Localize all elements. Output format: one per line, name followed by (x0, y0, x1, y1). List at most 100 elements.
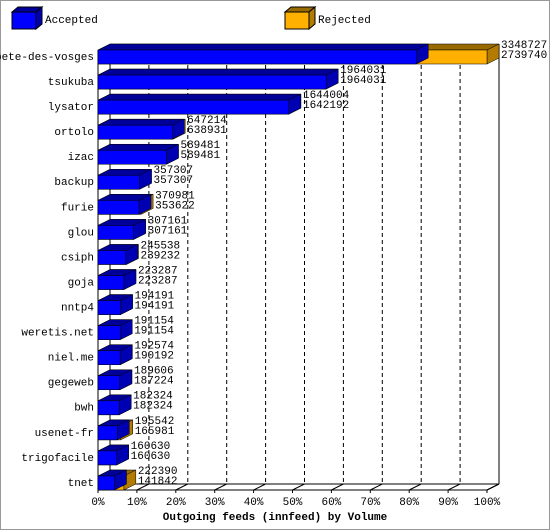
legend-swatch (283, 5, 317, 31)
bar (97, 319, 133, 341)
value-label: 589481 (180, 140, 220, 152)
grid-line (214, 483, 227, 491)
bar (97, 294, 133, 315)
value-label: 638931 (187, 125, 227, 137)
value-label: 3348727 (501, 40, 547, 52)
value-label: 589481 (180, 150, 220, 162)
bar-front (97, 425, 118, 441)
x-tick-label: 100% (474, 497, 501, 509)
x-tick-label: 20% (166, 497, 186, 509)
value-label: 194191 (135, 290, 175, 302)
x-tick-label: 60% (321, 497, 341, 509)
bar (97, 244, 139, 265)
value-label: 190192 (134, 351, 174, 363)
value-label: 1644004 (303, 90, 350, 102)
value-label: 187224 (134, 376, 174, 388)
bar-top (97, 93, 301, 101)
value-label: 191154 (134, 326, 174, 338)
bar (97, 394, 132, 416)
value-label: 189606 (134, 366, 174, 378)
y-tick-label: bwh (74, 403, 94, 415)
grid-line (253, 483, 266, 491)
bar (97, 419, 130, 441)
bar (97, 469, 127, 491)
value-label: 222390 (138, 466, 178, 478)
y-tick-label: furie (61, 202, 94, 214)
y-tick-label: lysator (48, 102, 94, 114)
value-label: 1964031 (340, 75, 387, 87)
value-label: 191154 (134, 316, 174, 328)
y-tick-label: goja (68, 277, 95, 289)
y-tick-label: bete-des-vosges (0, 52, 94, 64)
x-tick-label: 10% (127, 497, 147, 509)
value-label: 1642192 (303, 100, 349, 112)
swatch-front (11, 11, 37, 30)
value-label: 353622 (155, 200, 195, 212)
bar-front (97, 99, 290, 115)
bar-front (97, 200, 140, 215)
bar-front (97, 300, 121, 315)
bar-front (97, 275, 125, 290)
x-tick-label: 70% (360, 497, 380, 509)
grid-line (331, 483, 344, 491)
bar (97, 68, 339, 90)
bar-front (97, 475, 115, 491)
x-tick-label: 80% (399, 497, 419, 509)
bar (97, 118, 185, 140)
x-tick-label: 30% (205, 497, 225, 509)
bar-front (97, 149, 167, 165)
bar (97, 193, 152, 215)
value-label: 182324 (133, 391, 173, 403)
bar (97, 219, 146, 240)
value-label: 194191 (135, 300, 175, 312)
legend-swatch (10, 5, 44, 31)
grid-line (175, 483, 189, 491)
bar-front (97, 375, 120, 391)
value-label: 357307 (154, 175, 194, 187)
bar-top (97, 118, 185, 126)
bar-front (97, 250, 127, 265)
y-tick-label: tnet (68, 478, 94, 490)
bar-front (97, 49, 417, 65)
bar-front (97, 225, 134, 240)
bar (97, 93, 302, 115)
grid-line (370, 483, 383, 491)
value-label: 165981 (135, 426, 175, 438)
value-label: 307161 (148, 225, 188, 237)
grid-line (447, 483, 461, 491)
value-label: 1964031 (340, 65, 387, 77)
value-label: 245538 (141, 240, 181, 252)
bar-top (97, 68, 339, 76)
grid-line (408, 483, 422, 491)
y-tick-label: tsukuba (48, 77, 95, 89)
value-label: 239232 (141, 250, 181, 262)
bar-front (97, 450, 117, 466)
y-tick-label: glou (68, 227, 94, 239)
y-tick-label: usenet-fr (35, 428, 94, 440)
bar-front (97, 350, 121, 365)
value-label: 357307 (154, 165, 194, 177)
value-label: 647214 (187, 115, 227, 127)
bar-front (97, 124, 173, 140)
grid-line (136, 483, 150, 491)
value-label: 182324 (133, 401, 173, 413)
y-tick-label: csiph (61, 252, 94, 264)
bar (97, 43, 429, 65)
x-tick-label: 50% (283, 497, 303, 509)
bar (97, 369, 132, 391)
value-label: 307161 (148, 215, 188, 227)
x-tick-label: 0% (91, 497, 105, 509)
bar (97, 444, 129, 466)
y-tick-label: weretis.net (21, 328, 94, 340)
value-label: 160630 (131, 441, 171, 453)
value-label: 192574 (134, 341, 174, 353)
y-tick-label: trigofacile (21, 453, 94, 465)
legend-label: Rejected (318, 15, 371, 27)
bar-front (97, 325, 121, 340)
y-tick-label: backup (54, 177, 94, 189)
bar (97, 344, 133, 366)
y-tick-label: niel.me (48, 353, 94, 365)
y-tick-label: ortolo (54, 127, 94, 139)
grid-line (292, 483, 305, 491)
